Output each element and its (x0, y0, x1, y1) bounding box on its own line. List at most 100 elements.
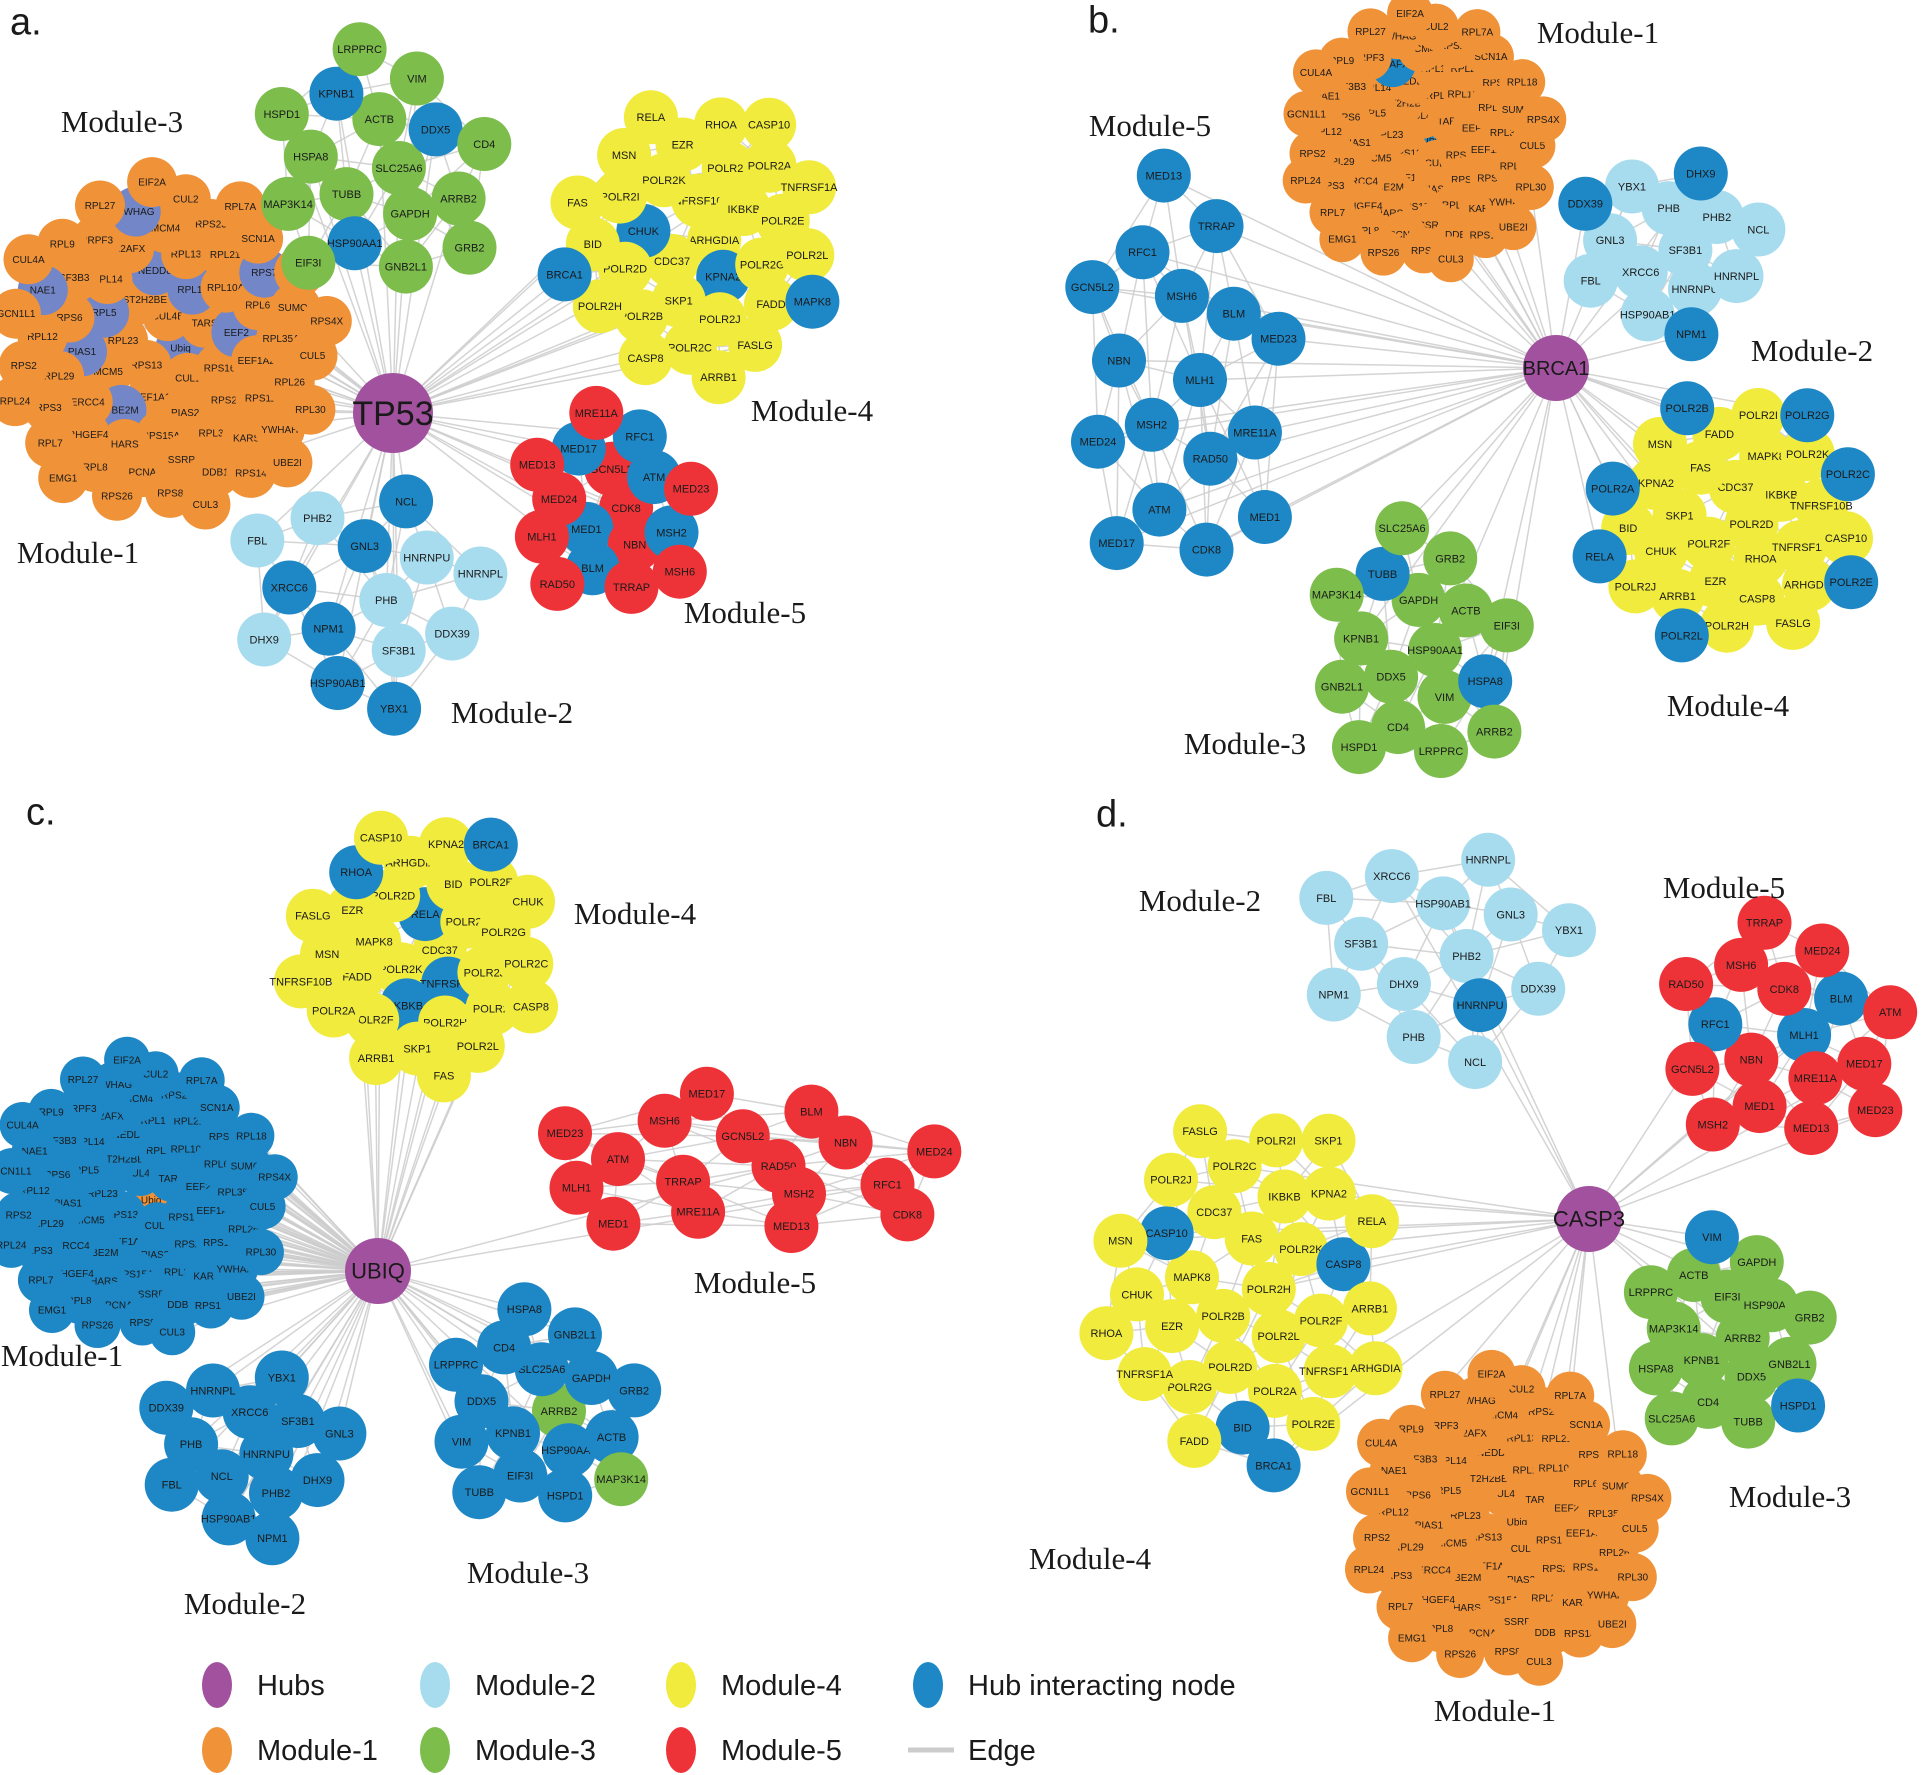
node-DDX39[interactable] (425, 606, 480, 661)
node-DDX5[interactable] (1364, 649, 1419, 704)
node-RFC1[interactable] (612, 409, 667, 464)
node-NCL[interactable] (379, 474, 434, 529)
node-KPNA2[interactable] (1628, 456, 1683, 511)
node-HNRNPL[interactable] (453, 546, 508, 601)
node-MSH6[interactable] (1154, 268, 1209, 323)
node-MRE11A[interactable] (1227, 405, 1282, 460)
node-BLM[interactable] (1206, 286, 1261, 341)
node-RPS26[interactable] (92, 470, 142, 521)
node-EIF3I[interactable] (1479, 598, 1534, 653)
node-SF3B1[interactable] (371, 623, 426, 678)
node-SLC25A6[interactable] (371, 141, 426, 195)
node-EMG1[interactable] (38, 453, 89, 504)
node-YBX1[interactable] (367, 681, 422, 736)
node-MLH1[interactable] (1173, 353, 1227, 407)
node-NPM1[interactable] (1664, 307, 1719, 362)
node-MED1[interactable] (1237, 490, 1292, 544)
node-UBE2I[interactable] (262, 437, 313, 488)
node-GNL3[interactable] (337, 519, 392, 574)
node-FASLG[interactable] (1766, 595, 1821, 650)
node-RELA[interactable] (1572, 529, 1627, 584)
node-CASP10[interactable] (742, 97, 797, 152)
node-HNRNPU[interactable] (1668, 262, 1722, 317)
node-POLR2A[interactable] (742, 138, 797, 193)
node-FBL[interactable] (230, 513, 285, 568)
node-PHB[interactable] (359, 573, 414, 627)
node-HNRNPL[interactable] (1709, 249, 1764, 304)
node-SLC25A6[interactable] (1375, 501, 1430, 556)
node-POLR2I[interactable] (593, 169, 648, 224)
node-TRRAP[interactable] (604, 559, 659, 614)
node-LRPPRC[interactable] (1414, 724, 1468, 778)
node-MLH1[interactable] (514, 509, 569, 564)
node-EIF3I[interactable] (281, 235, 336, 290)
node-DHX9[interactable] (1673, 146, 1728, 201)
node-KPNB1[interactable] (1334, 611, 1389, 666)
node-POLR2G[interactable] (1780, 388, 1835, 443)
node-CUL4A[interactable] (3, 234, 54, 285)
node-MSN[interactable] (597, 128, 652, 182)
node-KPNB1[interactable] (309, 66, 364, 121)
node-RPL7A[interactable] (215, 181, 266, 232)
node-RPL30[interactable] (285, 384, 336, 435)
node-POLR2H[interactable] (1699, 598, 1754, 653)
node-GNB2L1[interactable] (378, 239, 433, 294)
node-GCN1L1[interactable] (1283, 90, 1330, 137)
node-ARRB2[interactable] (431, 171, 486, 226)
hub-BRCA1[interactable] (1523, 335, 1589, 401)
node-PHB2[interactable] (1689, 190, 1744, 244)
node-RPS26[interactable] (1360, 229, 1407, 276)
node-HSPD1[interactable] (254, 87, 309, 141)
node-ARRB1[interactable] (1650, 568, 1705, 623)
node-POLR2K[interactable] (1780, 427, 1835, 482)
node-POLR2F[interactable] (701, 141, 756, 196)
node-FASLG[interactable] (728, 317, 783, 372)
node-MED23[interactable] (664, 461, 718, 516)
node-RAD50[interactable] (530, 556, 585, 611)
node-POLR2B[interactable] (1660, 381, 1715, 436)
node-RPL24[interactable] (1282, 157, 1329, 204)
node-MED17[interactable] (1089, 516, 1144, 571)
node-XRCC6[interactable] (262, 560, 317, 615)
node-RHOA[interactable] (694, 97, 748, 152)
node-FAS[interactable] (550, 175, 605, 230)
node-MRE11A[interactable] (569, 385, 624, 440)
node-EMG1[interactable] (1319, 216, 1366, 263)
node-EIF2A[interactable] (127, 157, 178, 208)
node-MED13[interactable] (510, 437, 565, 492)
node-POLR2E[interactable] (1824, 555, 1879, 610)
node-GRB2[interactable] (442, 220, 497, 275)
node-MSH6[interactable] (652, 544, 707, 599)
node-HSPA8[interactable] (283, 129, 338, 184)
node-HSP90AA1[interactable] (1408, 623, 1463, 677)
node-MED13[interactable] (1136, 148, 1191, 203)
node-MAP3K14[interactable] (261, 176, 316, 231)
node-POLR2J[interactable] (1608, 559, 1663, 614)
node-FBL[interactable] (1563, 253, 1618, 308)
node-POLR2I[interactable] (1731, 388, 1786, 442)
node-GAPDH[interactable] (383, 186, 438, 241)
node-POLR2B[interactable] (614, 289, 669, 344)
node-NBN[interactable] (1092, 333, 1146, 388)
node-RPL7A[interactable] (1454, 9, 1501, 56)
node-TNFRSF1A[interactable] (782, 160, 837, 215)
node-FADD[interactable] (744, 277, 798, 331)
node-CUL3[interactable] (180, 479, 231, 530)
node-CASP10[interactable] (1819, 511, 1873, 566)
node-POLR2H[interactable] (572, 279, 627, 334)
node-POLR2L[interactable] (1654, 608, 1709, 663)
node-RPL27[interactable] (1347, 8, 1394, 55)
node-VIM[interactable] (1417, 669, 1472, 724)
node-POLR2C[interactable] (1820, 447, 1875, 502)
node-RFC1[interactable] (1115, 225, 1170, 280)
node-POLR2L[interactable] (780, 228, 835, 283)
node-ARRB1[interactable] (691, 350, 746, 405)
node-HSPA8[interactable] (1458, 654, 1513, 709)
node-CD4[interactable] (457, 117, 512, 171)
node-LRPPRC[interactable] (332, 22, 387, 77)
node-EIF2A[interactable] (1387, 0, 1434, 37)
node-UBE2I[interactable] (1490, 204, 1537, 251)
node-HSP90AA1[interactable] (327, 216, 382, 271)
node-RPL27[interactable] (75, 180, 125, 231)
node-MAPK8[interactable] (785, 274, 840, 329)
